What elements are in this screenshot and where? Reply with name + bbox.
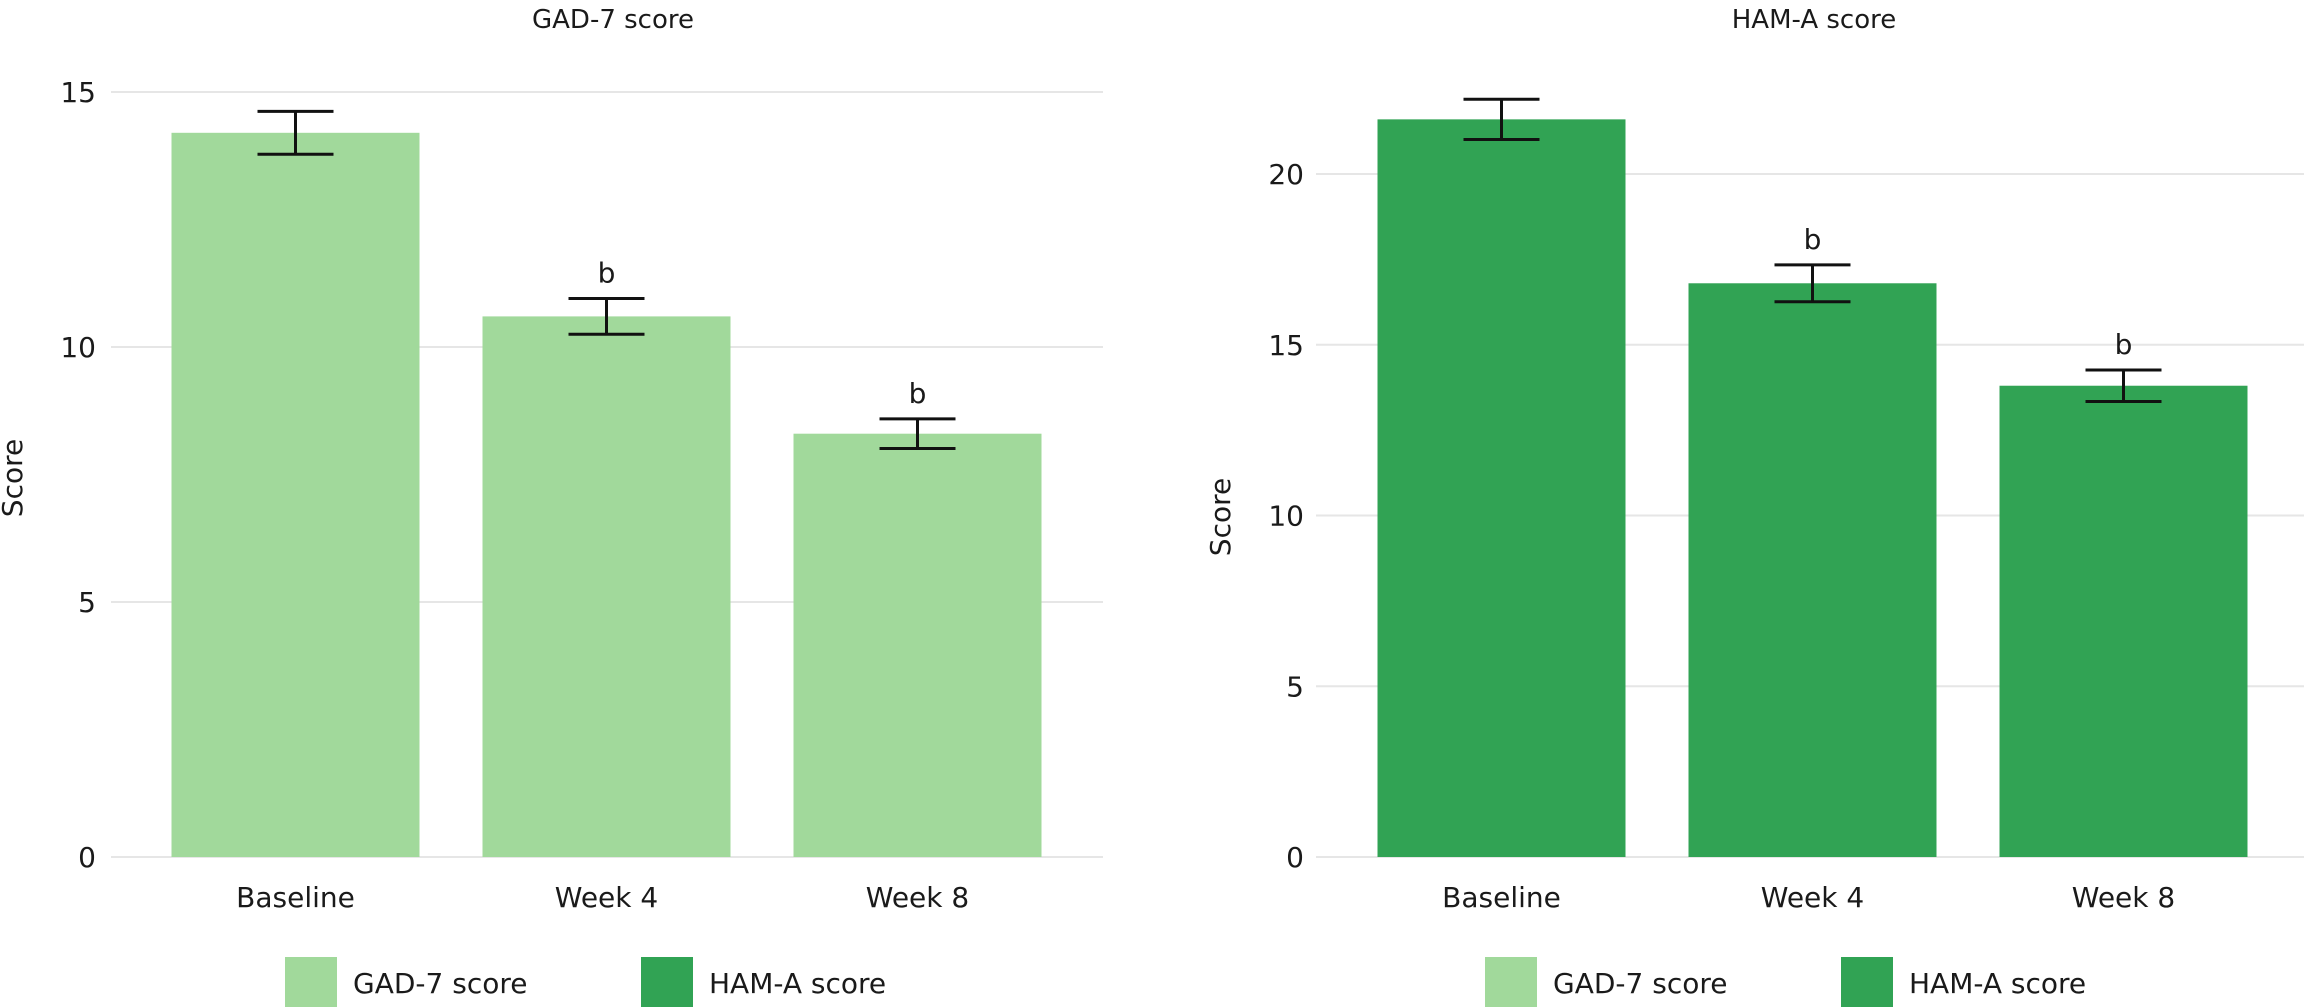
y-tick-label: 5 [78,586,96,619]
y-axis-label: Score [1204,478,1237,556]
y-tick-label: 10 [1268,500,1304,533]
chart-title: HAM-A score [1732,5,1897,35]
gad7-chart: GAD-7 score 0 5 10 15 Score Baseline b Week 4 b We… [0,5,1103,1007]
x-tick-label: Baseline [1442,881,1561,914]
legend-label: HAM-A score [1909,967,2086,1000]
legend-label: GAD-7 score [1553,967,1727,1000]
x-tick-label: Week 8 [2072,881,2175,914]
bar [1688,283,1937,857]
y-axis-label: Score [0,439,29,517]
legend-swatch [1841,957,1893,1007]
legend-swatch [641,957,693,1007]
significance-label: b [1804,223,1822,256]
legend-swatch [285,957,337,1007]
bar [171,132,420,858]
legend-swatch [1485,957,1537,1007]
y-tick-label: 15 [1268,329,1304,362]
y-tick-label: 10 [60,331,96,364]
bar [1377,119,1626,858]
y-tick-label: 15 [60,76,96,109]
legend-label: HAM-A score [709,967,886,1000]
chart-title: GAD-7 score [532,5,694,35]
x-tick-label: Week 8 [866,881,969,914]
y-tick-label: 20 [1268,158,1304,191]
bar [482,316,731,857]
significance-label: b [598,257,616,290]
y-tick-label: 0 [1286,841,1304,874]
bar [793,433,1042,857]
significance-label: b [2115,328,2133,361]
x-tick-label: Week 4 [1761,881,1864,914]
x-tick-label: Week 4 [555,881,658,914]
y-tick-label: 5 [1286,670,1304,703]
significance-label: b [909,377,927,410]
legend-label: GAD-7 score [353,967,527,1000]
bar [1999,385,2248,857]
x-tick-label: Baseline [236,881,355,914]
hama-chart: HAM-A score 0 5 10 15 20 Score Baseline b Week 4 b… [1204,5,2304,1007]
y-tick-label: 0 [78,841,96,874]
